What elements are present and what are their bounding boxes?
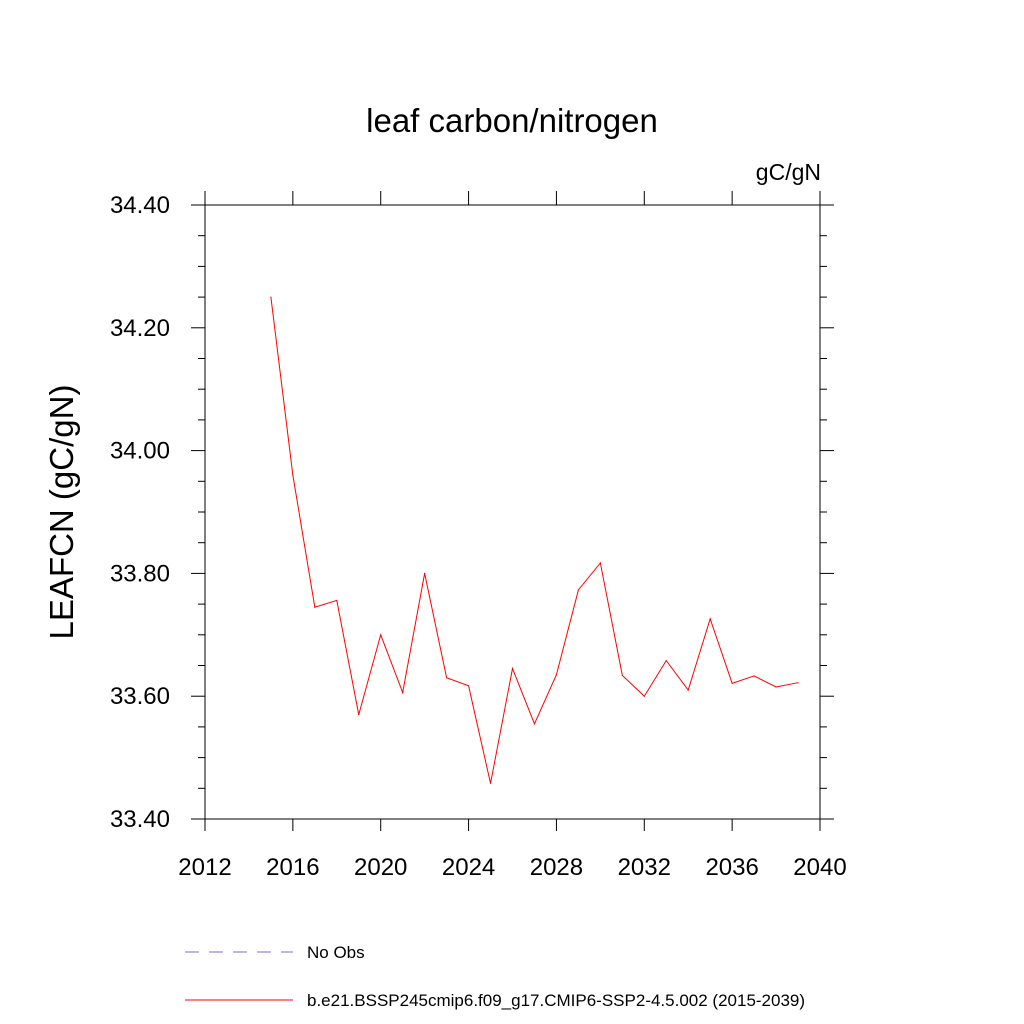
data-point (621, 674, 623, 676)
x-tick-label: 2036 (705, 854, 758, 881)
x-axis-ticks: 2012 2016 2020 2024 2028 2032 2036 2040 (178, 191, 847, 881)
x-tick-label: 2028 (530, 854, 583, 881)
x-tick-label: 2040 (793, 854, 846, 881)
chart-title: leaf carbon/nitrogen (366, 102, 658, 139)
data-point (577, 589, 579, 591)
data-point (753, 675, 755, 677)
series-layer (270, 296, 799, 784)
data-point (402, 691, 404, 694)
data-point (687, 689, 689, 691)
data-point (489, 782, 492, 784)
y-tick-label: 33.80 (110, 560, 170, 587)
y-tick-label: 34.00 (110, 438, 170, 465)
x-tick-label: 2024 (442, 854, 495, 881)
data-point (731, 682, 733, 684)
y-tick-label: 33.60 (110, 683, 170, 710)
x-tick-label: 2016 (266, 854, 319, 881)
x-tick-label: 2032 (618, 854, 671, 881)
plot-frame (204, 204, 821, 820)
data-point (446, 677, 448, 679)
data-point (511, 667, 514, 670)
data-point (358, 714, 360, 716)
data-point (599, 562, 601, 564)
y-axis-label: LEAFCN (gC/gN) (43, 385, 80, 640)
data-point (533, 723, 536, 725)
legend-label-no-obs: No Obs (307, 943, 365, 962)
data-point (709, 618, 711, 620)
data-point (797, 682, 799, 684)
data-point (424, 572, 426, 575)
data-point (270, 296, 272, 298)
data-point (665, 659, 667, 662)
data-point (467, 685, 470, 687)
x-tick-label: 2020 (354, 854, 407, 881)
y-tick-label: 34.20 (110, 315, 170, 342)
y-tick-label: 34.40 (110, 192, 170, 219)
series-line (270, 297, 799, 784)
data-point (775, 686, 777, 688)
legend: No Obs b.e21.BSSP245cmip6.f09_g17.CMIP6-… (185, 943, 805, 1010)
units-label: gC/gN (756, 159, 821, 185)
data-point (336, 599, 338, 602)
x-tick-label: 2012 (178, 854, 231, 881)
data-point (380, 634, 382, 636)
data-point (555, 674, 558, 676)
legend-label-model-run: b.e21.BSSP245cmip6.f09_g17.CMIP6-SSP2-4.… (307, 991, 805, 1010)
y-tick-label: 33.40 (110, 806, 170, 833)
data-point (643, 695, 645, 697)
data-point (292, 474, 294, 476)
y-axis-ticks: 33.40 33.60 33.80 34.00 34.20 34.40 (110, 192, 834, 833)
data-point (314, 606, 316, 608)
